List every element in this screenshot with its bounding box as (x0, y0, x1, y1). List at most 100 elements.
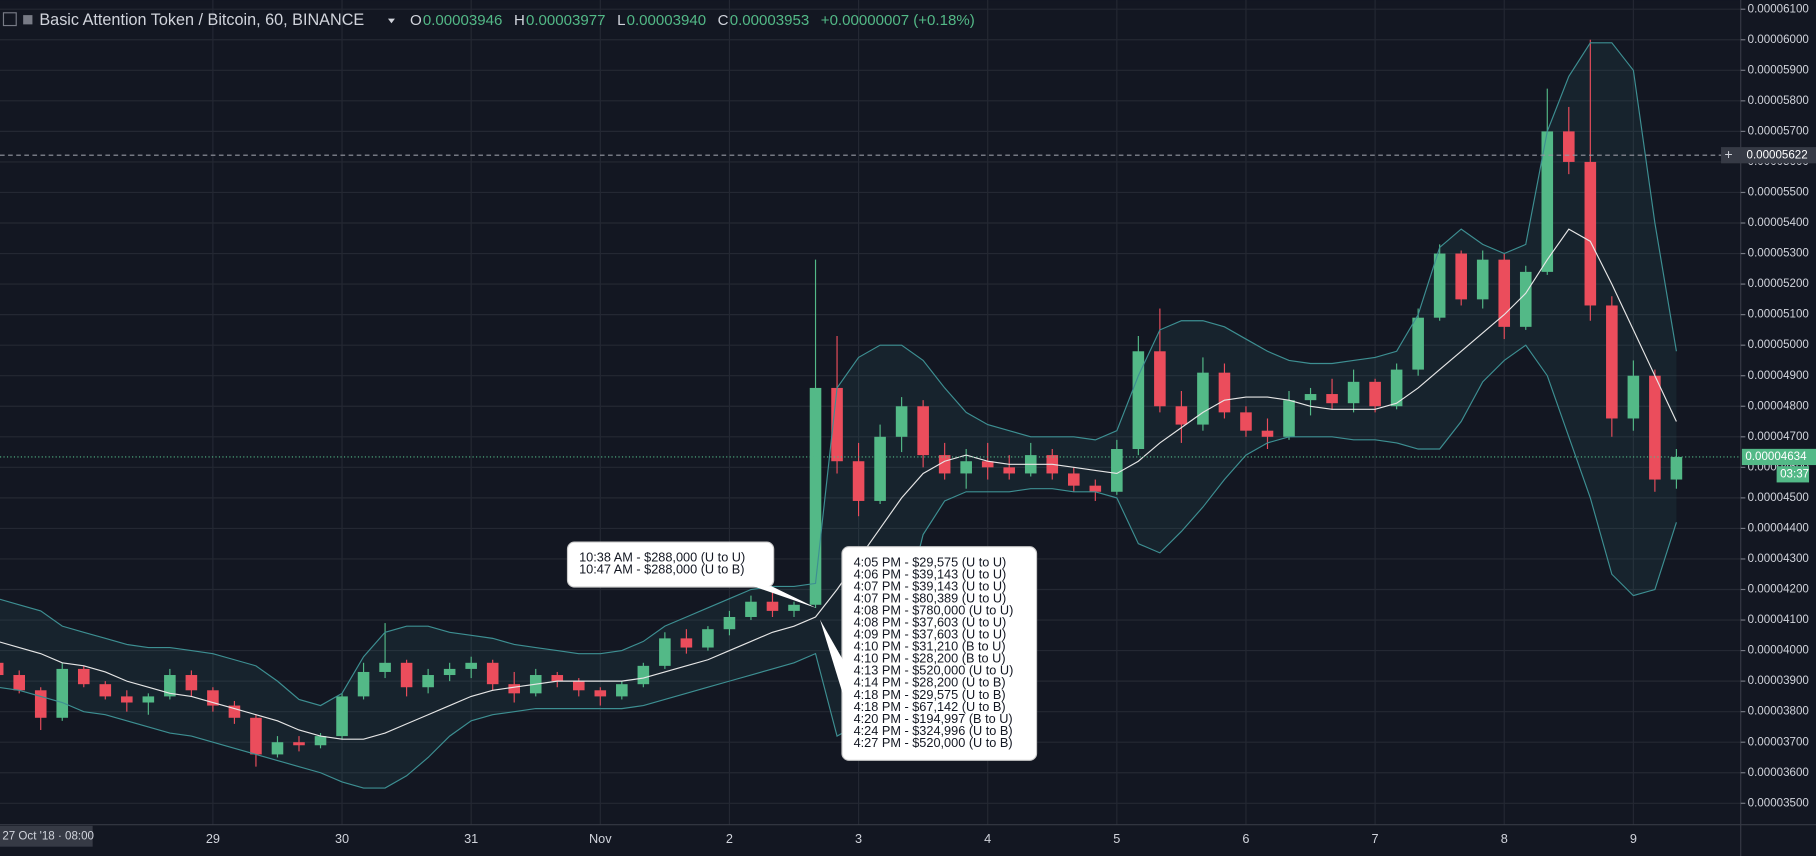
x-tick-label: 6 (1242, 831, 1249, 846)
candle-body (831, 387, 843, 462)
x-tick-label: 29 (206, 831, 220, 846)
y-tick-label: 0.00005200 (1748, 278, 1809, 290)
candle-body (1476, 259, 1489, 300)
candle-body (207, 690, 219, 706)
candle-body (723, 616, 736, 630)
candle-body (766, 601, 779, 611)
annotation-line: 4:27 PM - $520,000 (U to B) (854, 735, 1013, 750)
candle-body (142, 696, 155, 703)
annotation-line: 4:20 PM - $194,997 (B to U) (854, 711, 1013, 726)
band-line (0, 42, 1677, 707)
candle-body (1218, 372, 1231, 413)
countdown-label: 03:37 (1780, 468, 1809, 480)
y-tick-label: 0.00003900 (1748, 675, 1809, 687)
annotation-line: 4:14 PM - $28,200 (U to B) (854, 675, 1006, 690)
y-tick-label: 0.00005700 (1748, 125, 1809, 137)
x-tick-label: 2 (726, 831, 733, 846)
candle-body (314, 736, 327, 746)
candle-body (938, 455, 951, 474)
annotation-line: 4:18 PM - $67,142 (U to B) (854, 699, 1006, 714)
y-tick-label: 0.00003600 (1748, 767, 1809, 779)
candle-body (34, 690, 47, 718)
y-tick-label: 0.00004100 (1748, 614, 1809, 626)
chart-title[interactable]: Basic Attention Token / Bitcoin, 60, BIN… (39, 11, 364, 29)
candle-body (895, 406, 908, 437)
x-tick-label: 7 (1372, 831, 1379, 846)
countdown-box (1776, 466, 1810, 483)
ohlc-label: C (718, 12, 729, 29)
candle-body (1111, 449, 1123, 492)
candle-body (917, 406, 929, 456)
ohlc-value: 0.00003946 (423, 12, 502, 29)
candle-body (852, 461, 865, 501)
y-tick-label: 0.00005100 (1748, 309, 1809, 321)
annotation-pointer (752, 586, 817, 609)
annotation-line: 4:08 PM - $780,000 (U to U) (854, 602, 1014, 617)
candle-body (1197, 372, 1209, 425)
candle-body (250, 717, 262, 755)
annotation-pointer (819, 619, 844, 695)
candle-body (293, 742, 305, 746)
x-tick-label: 8 (1501, 831, 1508, 846)
candle-body (637, 665, 650, 685)
candle-body (1283, 400, 1295, 437)
candle-body (486, 662, 499, 685)
candle-body (336, 696, 348, 737)
candle-body (1369, 381, 1381, 407)
annotation-line: 4:06 PM - $39,143 (U to U) (854, 566, 1007, 581)
candle-body (1412, 317, 1424, 370)
annotation-line: 4:18 PM - $29,575 (U to B) (854, 687, 1006, 702)
candle-body (1670, 456, 1683, 480)
y-tick-label: 0.00004800 (1748, 400, 1809, 412)
band-line (0, 344, 1677, 789)
candle-body (379, 662, 391, 672)
candle-body (1261, 430, 1274, 437)
candle-body (1068, 473, 1080, 486)
annotation-line: 10:47 AM - $288,000 (U to B) (579, 562, 744, 577)
candle-body (594, 690, 607, 697)
y-tick-label: 0.00004000 (1748, 645, 1809, 657)
candle-body (1326, 394, 1338, 404)
y-tick-label: 0.00005000 (1748, 339, 1809, 351)
x-tick-label: 3 (855, 831, 862, 846)
candle-body (1304, 394, 1317, 401)
y-tick-label: 0.00004500 (1748, 492, 1809, 504)
annotation-line: 4:10 PM - $28,200 (B to U) (854, 651, 1006, 666)
candle-body (1089, 485, 1102, 492)
candle-body (572, 681, 585, 691)
candle-body (960, 461, 972, 474)
candle-body (616, 684, 628, 697)
annotation-box (841, 546, 1038, 761)
y-tick-label: 0.00005800 (1748, 95, 1809, 107)
candle-body (1154, 351, 1166, 407)
x-tick-label: Nov (589, 831, 612, 846)
candle-body (228, 705, 241, 718)
candle-body (77, 668, 90, 685)
menu-icon[interactable] (2, 12, 17, 27)
y-tick-label: 0.00003800 (1748, 706, 1809, 718)
y-tick-label: 0.00004700 (1748, 431, 1809, 443)
candle-body (1498, 259, 1511, 327)
dropdown-arrow[interactable] (387, 18, 395, 24)
y-tick-label: 0.00005300 (1748, 248, 1809, 260)
candle-body (1390, 369, 1403, 407)
candle-body (1003, 467, 1016, 474)
candle-body (788, 604, 800, 611)
y-tick-label: 0.00004300 (1748, 553, 1809, 565)
candle-body (422, 675, 434, 688)
series-icon[interactable] (23, 15, 33, 25)
candle-body (1132, 351, 1145, 450)
candle-body (981, 461, 994, 468)
candle-body (465, 662, 477, 669)
candle-body (659, 638, 671, 666)
ohlc-value: 0.00003977 (526, 12, 606, 29)
annotation-line: 4:10 PM - $31,210 (B to U) (854, 639, 1006, 654)
y-tick-label: 0.00005400 (1748, 217, 1809, 229)
candle-body (1175, 406, 1188, 425)
annotation-line: 4:09 PM - $37,603 (U to U) (854, 627, 1007, 642)
x-tick-label: 30 (335, 831, 349, 846)
candle-body (874, 436, 886, 501)
ohlc-value: 0.00003940 (627, 12, 707, 29)
